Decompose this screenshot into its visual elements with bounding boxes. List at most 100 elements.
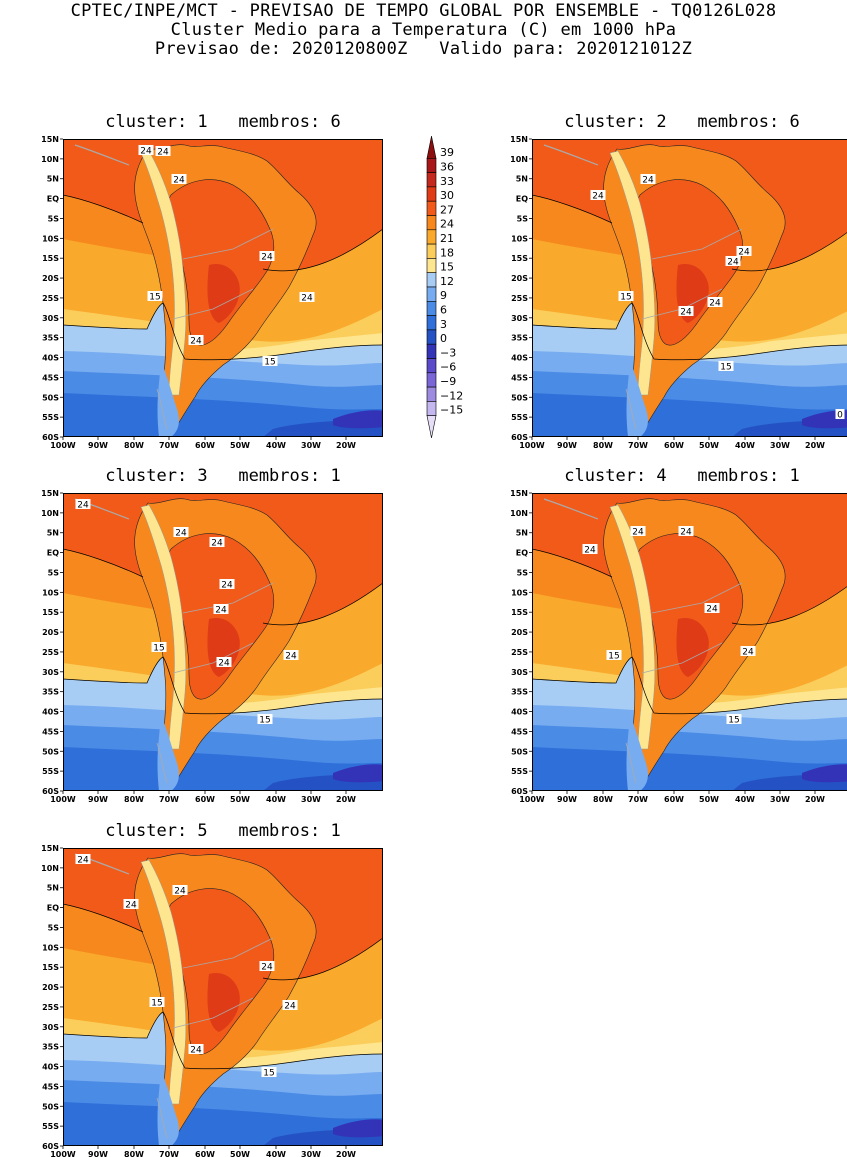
- contour-label: 24: [736, 246, 752, 258]
- contour-15: [63, 656, 383, 715]
- lat-label: 60S: [511, 433, 528, 442]
- lat-label: 50S: [42, 1102, 59, 1111]
- lat-label: 5N: [47, 529, 59, 538]
- contour-label: 24: [707, 297, 723, 309]
- lat-label: 10S: [511, 234, 528, 243]
- lat-label: 40S: [511, 708, 528, 717]
- colorbar-label: −3: [440, 346, 456, 359]
- patagonia-cool: [626, 361, 648, 437]
- colorbar-legend: 39 36 33 30 27 24 21 18 15 12 9 6 3 0 −3 −6 −9 −12 −15: [423, 132, 473, 446]
- lat-label: 5N: [47, 175, 59, 184]
- contour-label: 24: [216, 657, 232, 669]
- band-cold-patch: [333, 764, 383, 783]
- andes-cool: [609, 150, 656, 396]
- colorbar-box: [426, 200, 437, 216]
- colorbar-label: 33: [440, 175, 454, 188]
- svg-text:24: 24: [221, 581, 233, 591]
- lat-label: 10N: [41, 155, 59, 164]
- lon-label: 100W: [50, 795, 76, 804]
- contour-24: [532, 548, 847, 626]
- lat-label: 25S: [42, 294, 59, 303]
- lat-label: 20S: [42, 274, 59, 283]
- country-borders: [625, 582, 743, 784]
- patagonia-cool: [626, 715, 648, 791]
- patagonia-cool: [157, 361, 179, 437]
- colorbar-box: [426, 301, 437, 316]
- lat-label: EQ: [516, 195, 528, 204]
- lat-label: 50S: [42, 393, 59, 402]
- contour-24: [63, 194, 383, 272]
- lon-label: 60W: [664, 795, 684, 804]
- lat-label: 15N: [41, 489, 59, 498]
- lat-label: 50S: [42, 747, 59, 756]
- lat-label: 45S: [511, 373, 528, 382]
- svg-text:24: 24: [709, 299, 721, 309]
- lat-label: 5S: [48, 923, 60, 932]
- contour-label: 15: [261, 1067, 277, 1079]
- map-frame: [532, 139, 847, 437]
- lat-label: 5S: [48, 568, 60, 577]
- lat-label: 10S: [42, 943, 59, 952]
- svg-text:24: 24: [211, 539, 223, 549]
- lon-label: 20W: [336, 795, 356, 804]
- lat-label: 10S: [42, 588, 59, 597]
- lat-label: 40S: [42, 354, 59, 363]
- svg-text:24: 24: [706, 605, 718, 615]
- header-line-2: Cluster Medio para a Temperatura (C) em …: [170, 20, 677, 40]
- svg-text:24: 24: [261, 963, 273, 973]
- contour-label: 15: [151, 642, 167, 654]
- lat-label: 30S: [511, 314, 528, 323]
- colorbar-label: 30: [440, 189, 454, 202]
- colorbar-box: [426, 243, 437, 259]
- lat-label: 55S: [511, 413, 528, 422]
- svg-text:24: 24: [173, 176, 185, 186]
- colorbar-box: [426, 358, 437, 374]
- lat-label: EQ: [516, 549, 528, 558]
- lon-label: 90W: [88, 795, 108, 804]
- lat-label: 5N: [47, 884, 59, 893]
- lat-label: 55S: [42, 413, 59, 422]
- colorbar-box: [426, 157, 437, 173]
- lon-label: 20W: [336, 441, 356, 450]
- lon-label: 40W: [266, 795, 286, 804]
- lat-label: 10N: [41, 864, 59, 873]
- lat-label: 15S: [42, 254, 59, 263]
- contour-label: 0: [835, 409, 845, 421]
- andes-cool: [140, 504, 187, 750]
- lat-label: 15S: [511, 254, 528, 263]
- lon-label: 80W: [124, 1150, 144, 1157]
- central-america-coast: [74, 144, 130, 166]
- lat-label: 10N: [510, 155, 528, 164]
- svg-text:24: 24: [190, 1046, 202, 1056]
- contour-24: [63, 903, 383, 981]
- colorbar-label: 15: [440, 261, 454, 274]
- panel-title-3: cluster: 3 membros: 1: [105, 466, 341, 486]
- contour-label: 24: [138, 145, 154, 157]
- colorbar-label: −9: [440, 375, 456, 388]
- colorbar-box: [426, 286, 437, 302]
- svg-text:24: 24: [190, 337, 202, 347]
- contour-label: 24: [75, 499, 91, 511]
- contour-label: 24: [219, 579, 235, 591]
- map-frame: [63, 848, 383, 1146]
- contour-label: 15: [147, 291, 163, 303]
- svg-text:24: 24: [727, 258, 739, 268]
- svg-text:0: 0: [837, 411, 843, 421]
- andes-cool: [140, 150, 187, 396]
- lat-label: 35S: [42, 334, 59, 343]
- band-cold-patch: [802, 764, 847, 783]
- lat-label: 15N: [510, 135, 528, 144]
- lat-label: 60S: [42, 1142, 59, 1151]
- lon-label: 30W: [770, 795, 790, 804]
- colorbar-label: 0: [440, 332, 447, 345]
- contour-label: 24: [259, 251, 275, 263]
- lon-label: 50W: [230, 441, 250, 450]
- svg-text:15: 15: [264, 358, 275, 368]
- svg-text:24: 24: [175, 529, 187, 539]
- lat-label: 15S: [42, 963, 59, 972]
- contour-label: 15: [257, 714, 273, 726]
- svg-text:15: 15: [720, 363, 731, 373]
- lat-label: 60S: [42, 787, 59, 796]
- contour-label: 15: [149, 997, 165, 1009]
